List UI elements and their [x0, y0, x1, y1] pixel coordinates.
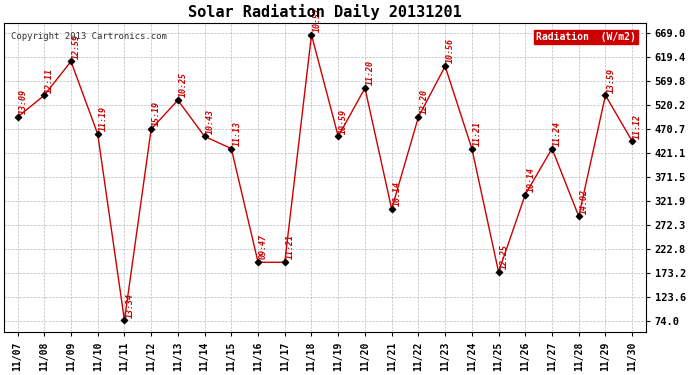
- Point: [199, 134, 210, 140]
- Title: Solar Radiation Daily 20131201: Solar Radiation Daily 20131201: [188, 4, 462, 20]
- Text: 14:02: 14:02: [580, 189, 589, 213]
- Text: 13:34: 13:34: [126, 292, 135, 318]
- Text: 10:59: 10:59: [339, 109, 348, 134]
- Text: 11:12: 11:12: [633, 114, 642, 138]
- Text: 11:21: 11:21: [473, 121, 482, 146]
- Point: [386, 206, 397, 212]
- Text: 10:57: 10:57: [313, 7, 322, 32]
- Text: 10:56: 10:56: [446, 39, 455, 63]
- Point: [66, 58, 77, 64]
- Text: 12:59: 12:59: [72, 34, 81, 58]
- Point: [253, 259, 264, 265]
- Text: 11:19: 11:19: [99, 106, 108, 131]
- Text: 12:11: 12:11: [46, 68, 55, 93]
- Text: 11:24: 11:24: [553, 121, 562, 146]
- Text: 11:21: 11:21: [286, 234, 295, 260]
- Text: 13:59: 13:59: [607, 68, 615, 93]
- Point: [600, 92, 611, 98]
- Point: [546, 146, 558, 152]
- Text: Copyright 2013 Cartronics.com: Copyright 2013 Cartronics.com: [10, 32, 166, 41]
- Text: 11:13: 11:13: [233, 121, 241, 146]
- Text: 09:47: 09:47: [259, 234, 268, 260]
- Point: [39, 92, 50, 98]
- Text: Radiation  (W/m2): Radiation (W/m2): [536, 32, 636, 42]
- Point: [146, 126, 157, 132]
- Point: [12, 114, 23, 120]
- Point: [493, 269, 504, 275]
- Text: 12:20: 12:20: [420, 89, 428, 114]
- Point: [119, 317, 130, 323]
- Text: 10:14: 10:14: [526, 167, 535, 192]
- Text: 10:43: 10:43: [206, 109, 215, 134]
- Point: [627, 138, 638, 144]
- Text: 10:14: 10:14: [393, 181, 402, 206]
- Point: [226, 146, 237, 152]
- Point: [306, 32, 317, 38]
- Point: [279, 259, 290, 265]
- Point: [359, 85, 371, 91]
- Point: [172, 97, 184, 103]
- Point: [520, 192, 531, 198]
- Point: [333, 134, 344, 140]
- Point: [413, 114, 424, 120]
- Point: [92, 131, 104, 137]
- Text: 15:19: 15:19: [152, 101, 161, 126]
- Text: 11:20: 11:20: [366, 60, 375, 85]
- Text: 10:25: 10:25: [179, 72, 188, 98]
- Point: [440, 63, 451, 69]
- Point: [466, 146, 477, 152]
- Text: 12:25: 12:25: [500, 244, 509, 269]
- Point: [573, 213, 584, 219]
- Text: 13:09: 13:09: [19, 89, 28, 114]
